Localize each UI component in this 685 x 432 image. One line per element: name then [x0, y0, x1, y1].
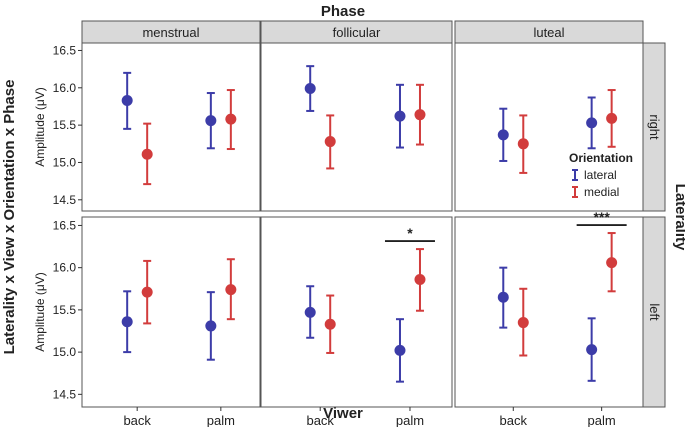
- significance-label: ***: [593, 209, 610, 225]
- data-point-medial-palm: [225, 113, 237, 125]
- column-strip: [454, 20, 644, 44]
- y-tick-label: 16.5: [53, 43, 77, 57]
- data-point-lateral-palm: [586, 117, 598, 129]
- column-strip: [81, 20, 261, 44]
- y-tick-label: 15.5: [53, 118, 77, 132]
- panel-luteal-left: left back palm ***: [454, 209, 666, 428]
- y-tick-label: 14.5: [53, 387, 77, 401]
- data-point-lateral-palm: [394, 110, 406, 122]
- y-tick-label: 15.0: [53, 155, 77, 169]
- data-point-medial-palm: [225, 284, 237, 296]
- x-tick-label: palm: [396, 413, 424, 427]
- panel-frame: [81, 216, 261, 408]
- panel-frame: [454, 216, 644, 408]
- data-point-lateral-back: [121, 316, 133, 328]
- legend-label-medial: medial: [584, 185, 619, 199]
- data-point-lateral-back: [304, 83, 316, 95]
- panel-frame: [81, 42, 261, 212]
- data-point-lateral-palm: [586, 344, 598, 356]
- data-point-medial-back: [517, 317, 529, 329]
- panel-frame: [260, 216, 453, 408]
- data-point-lateral-back: [304, 306, 316, 318]
- legend-title: Orientation: [569, 151, 633, 165]
- row-strip-label: right: [647, 114, 662, 140]
- panel-follicular-left: back palm *: [260, 216, 453, 428]
- data-point-lateral-back: [497, 129, 509, 141]
- row-strip: [642, 216, 666, 408]
- column-strip-label: menstrual: [142, 25, 199, 40]
- data-point-lateral-back: [497, 291, 509, 303]
- x-tick-label: back: [306, 413, 334, 427]
- column-strip-label: luteal: [533, 25, 564, 40]
- data-point-medial-palm: [606, 257, 618, 269]
- data-point-lateral-palm: [394, 344, 406, 356]
- y-tick-label: 15.5: [53, 303, 77, 317]
- data-point-medial-back: [324, 318, 336, 330]
- data-point-lateral-palm: [205, 115, 217, 127]
- panel-follicular-right: follicular: [260, 20, 453, 212]
- y-axis-label: Amplitude (μV): [33, 87, 47, 167]
- data-point-medial-palm: [414, 109, 426, 121]
- row-strip: [642, 42, 666, 212]
- row-strip-label: left: [647, 303, 662, 321]
- panel-menstrual-left: 14.5 15.0 15.5 16.0 16.5 Amplitude (μV) back pa…: [33, 216, 261, 428]
- y-tick-label: 16.0: [53, 81, 77, 95]
- x-tick-label: back: [123, 413, 151, 427]
- x-tick-label: back: [500, 413, 528, 427]
- panels-layer: menstrual 14.5 15.0 15.5 16.0 16.5 Amplitude (…: [33, 20, 666, 428]
- x-axis-title: Viwer: [323, 405, 363, 422]
- panel-luteal-right: luteal right: [454, 20, 666, 212]
- data-point-medial-palm: [606, 112, 618, 124]
- left-title: Laterality x View x Orientation x Phase: [1, 80, 18, 355]
- y-tick-label: 14.5: [53, 193, 77, 207]
- x-tick-label: palm: [588, 413, 616, 427]
- chart-title: Phase: [321, 3, 365, 20]
- y-tick-label: 16.0: [53, 261, 77, 275]
- y-tick-label: 15.0: [53, 345, 77, 359]
- data-point-medial-back: [517, 138, 529, 150]
- panel-menstrual-right: menstrual 14.5 15.0 15.5 16.0 16.5 Amplitude (…: [33, 20, 261, 212]
- data-point-medial-back: [141, 148, 153, 160]
- legend-label-lateral: lateral: [584, 168, 617, 182]
- x-tick-label: palm: [207, 413, 235, 427]
- significance-label: *: [407, 225, 413, 241]
- data-point-medial-back: [324, 136, 336, 148]
- data-point-medial-palm: [414, 273, 426, 285]
- data-point-lateral-back: [121, 94, 133, 106]
- column-strip-label: follicular: [333, 25, 381, 40]
- data-point-lateral-palm: [205, 320, 217, 332]
- y-tick-label: 16.5: [53, 218, 77, 232]
- column-strip: [260, 20, 453, 44]
- panel-frame: [260, 42, 453, 212]
- legend: Orientation lateral medial: [569, 151, 633, 199]
- y-axis-label: Amplitude (μV): [33, 272, 47, 352]
- data-point-medial-back: [141, 286, 153, 298]
- row-facet-title: Laterality: [672, 184, 685, 251]
